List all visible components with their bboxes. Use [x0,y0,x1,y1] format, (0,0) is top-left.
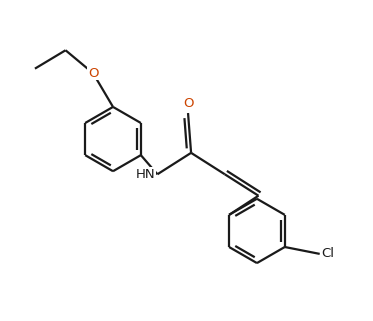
Text: O: O [88,67,98,80]
Text: Cl: Cl [321,247,334,260]
Text: O: O [183,97,193,110]
Text: HN: HN [135,168,155,181]
